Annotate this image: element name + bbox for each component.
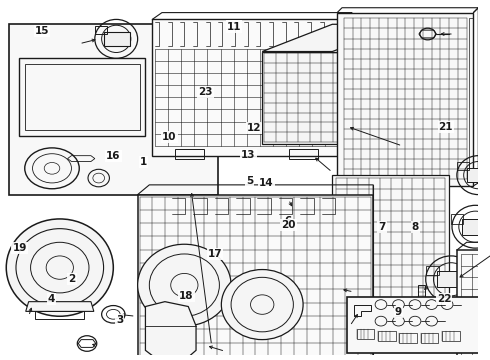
Bar (466, 168, 490, 182)
Text: 6: 6 (284, 216, 291, 226)
Text: 2: 2 (68, 274, 75, 284)
Text: 12: 12 (247, 123, 261, 133)
Bar (357, 329, 374, 339)
Text: 21: 21 (439, 122, 453, 132)
Text: 23: 23 (198, 87, 213, 97)
Bar (174, 149, 204, 159)
Text: 16: 16 (106, 151, 121, 161)
Bar (378, 331, 395, 341)
Bar (9, 24, 219, 195)
Text: 10: 10 (162, 132, 176, 142)
Bar (421, 333, 439, 342)
Text: 17: 17 (208, 249, 222, 259)
Bar (457, 162, 468, 170)
Text: 15: 15 (35, 26, 49, 36)
Ellipse shape (221, 270, 303, 339)
Text: 3: 3 (116, 315, 123, 325)
Polygon shape (25, 302, 94, 311)
Text: 19: 19 (12, 243, 26, 253)
Text: 18: 18 (179, 291, 194, 301)
Text: 22: 22 (437, 294, 451, 304)
Bar (438, 271, 466, 287)
Text: 11: 11 (227, 22, 242, 32)
Text: 5: 5 (246, 176, 253, 186)
Bar (35, 311, 84, 319)
Bar (289, 149, 318, 159)
Polygon shape (262, 24, 405, 51)
Bar (103, 32, 130, 46)
Bar (468, 18, 473, 179)
Bar (262, 51, 403, 144)
Bar (337, 13, 473, 186)
Ellipse shape (138, 244, 231, 326)
Text: 13: 13 (241, 150, 256, 160)
Text: 7: 7 (378, 222, 386, 232)
Text: 9: 9 (394, 307, 402, 318)
Bar (451, 214, 463, 224)
Bar (152, 19, 342, 156)
Bar (442, 331, 460, 341)
Text: 20: 20 (281, 220, 296, 230)
Bar (399, 333, 417, 342)
Bar (418, 285, 425, 312)
Text: 4: 4 (48, 294, 55, 304)
Bar (19, 58, 146, 136)
Text: 14: 14 (259, 178, 274, 188)
Bar (25, 64, 140, 130)
Bar (332, 175, 449, 311)
Text: 8: 8 (412, 222, 419, 232)
Ellipse shape (6, 219, 113, 316)
Bar (426, 266, 440, 275)
Bar (457, 250, 490, 360)
Bar (95, 26, 106, 34)
Bar (138, 195, 373, 360)
Bar (462, 219, 489, 234)
Bar (347, 297, 490, 353)
Text: 1: 1 (140, 157, 147, 167)
Polygon shape (146, 302, 196, 360)
